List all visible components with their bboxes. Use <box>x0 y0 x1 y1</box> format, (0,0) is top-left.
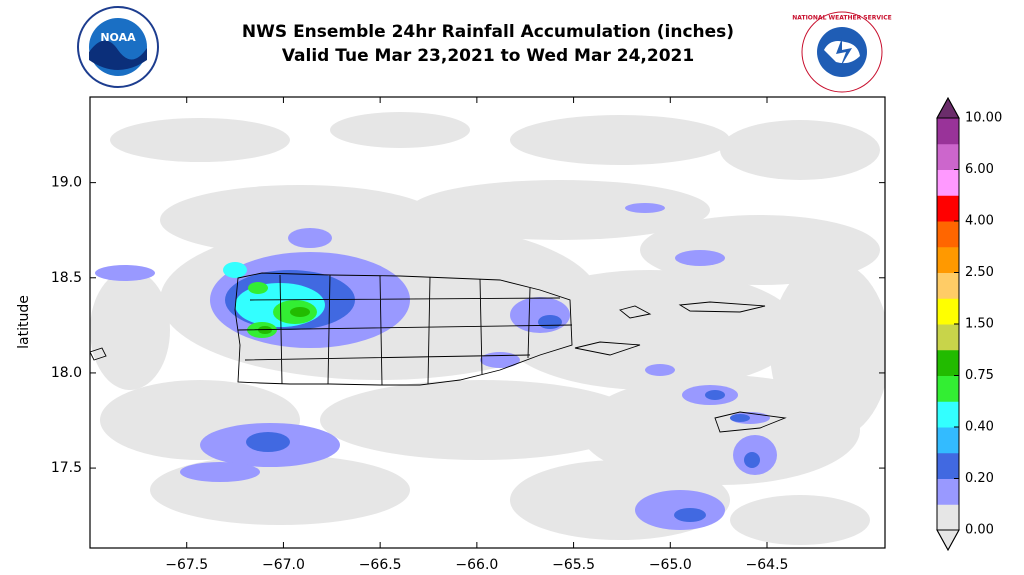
title-line-1: NWS Ensemble 24hr Rainfall Accumulation … <box>242 22 734 42</box>
nws-logo: NATIONAL WEATHER SERVICE <box>792 11 892 93</box>
colorbar-bin <box>937 504 959 531</box>
x-tick-label: −65.5 <box>552 557 595 573</box>
x-tick-label: −66.5 <box>359 557 402 573</box>
y-tick-label: 19.0 <box>51 175 82 191</box>
colorbar-bin <box>937 478 959 505</box>
colorbar-tick-label: 0.40 <box>965 420 994 435</box>
x-tick-label: −67.5 <box>165 557 208 573</box>
colorbar-bin <box>937 452 959 479</box>
colorbar-bin <box>937 246 959 273</box>
colorbar-extend-bottom <box>936 529 960 552</box>
colorbar-bin <box>937 272 959 299</box>
colorbar-bin <box>937 401 959 428</box>
title-line-2: Valid Tue Mar 23,2021 to Wed Mar 24,2021 <box>282 46 694 66</box>
colorbar-tick-label: 10.00 <box>965 111 1002 126</box>
colorbar-tick-label: 6.00 <box>965 162 994 177</box>
colorbar-tick-label: 0.00 <box>965 523 994 538</box>
colorbar-bin <box>937 143 959 170</box>
colorbar-bin <box>937 324 959 351</box>
colorbar-bin <box>937 375 959 402</box>
colorbar-tick-label: 2.50 <box>965 265 994 280</box>
colorbar-bin <box>937 169 959 196</box>
noaa-logo: NOAA <box>77 6 159 88</box>
colorbar-bin <box>937 221 959 248</box>
colorbar-tick-label: 1.50 <box>965 317 994 332</box>
colorbar-bin <box>937 298 959 325</box>
noaa-logo-text: NOAA <box>100 31 136 44</box>
y-tick-label: 18.0 <box>51 365 82 381</box>
x-tick-label: −67.0 <box>262 557 305 573</box>
colorbar-bin <box>937 118 959 145</box>
colorbar-tick-label: 0.75 <box>965 368 994 383</box>
x-tick-label: −65.0 <box>649 557 692 573</box>
colorbar-tick-label: 0.20 <box>965 471 994 486</box>
x-tick-label: −64.5 <box>746 557 789 573</box>
colorbar-bin <box>937 427 959 454</box>
y-axis-label: latitude <box>16 295 32 349</box>
colorbar-bin <box>937 349 959 376</box>
nws-logo-text: NATIONAL WEATHER SERVICE <box>792 15 891 22</box>
rain-field <box>90 112 885 545</box>
y-tick-label: 18.5 <box>51 270 82 286</box>
colorbar-tick-label: 4.00 <box>965 214 994 229</box>
x-tick-label: −66.0 <box>455 557 498 573</box>
plot-frame <box>89 96 886 549</box>
y-tick-label: 17.5 <box>51 460 82 476</box>
colorbar-bin <box>937 195 959 222</box>
colorbar-extend-top <box>936 96 960 119</box>
